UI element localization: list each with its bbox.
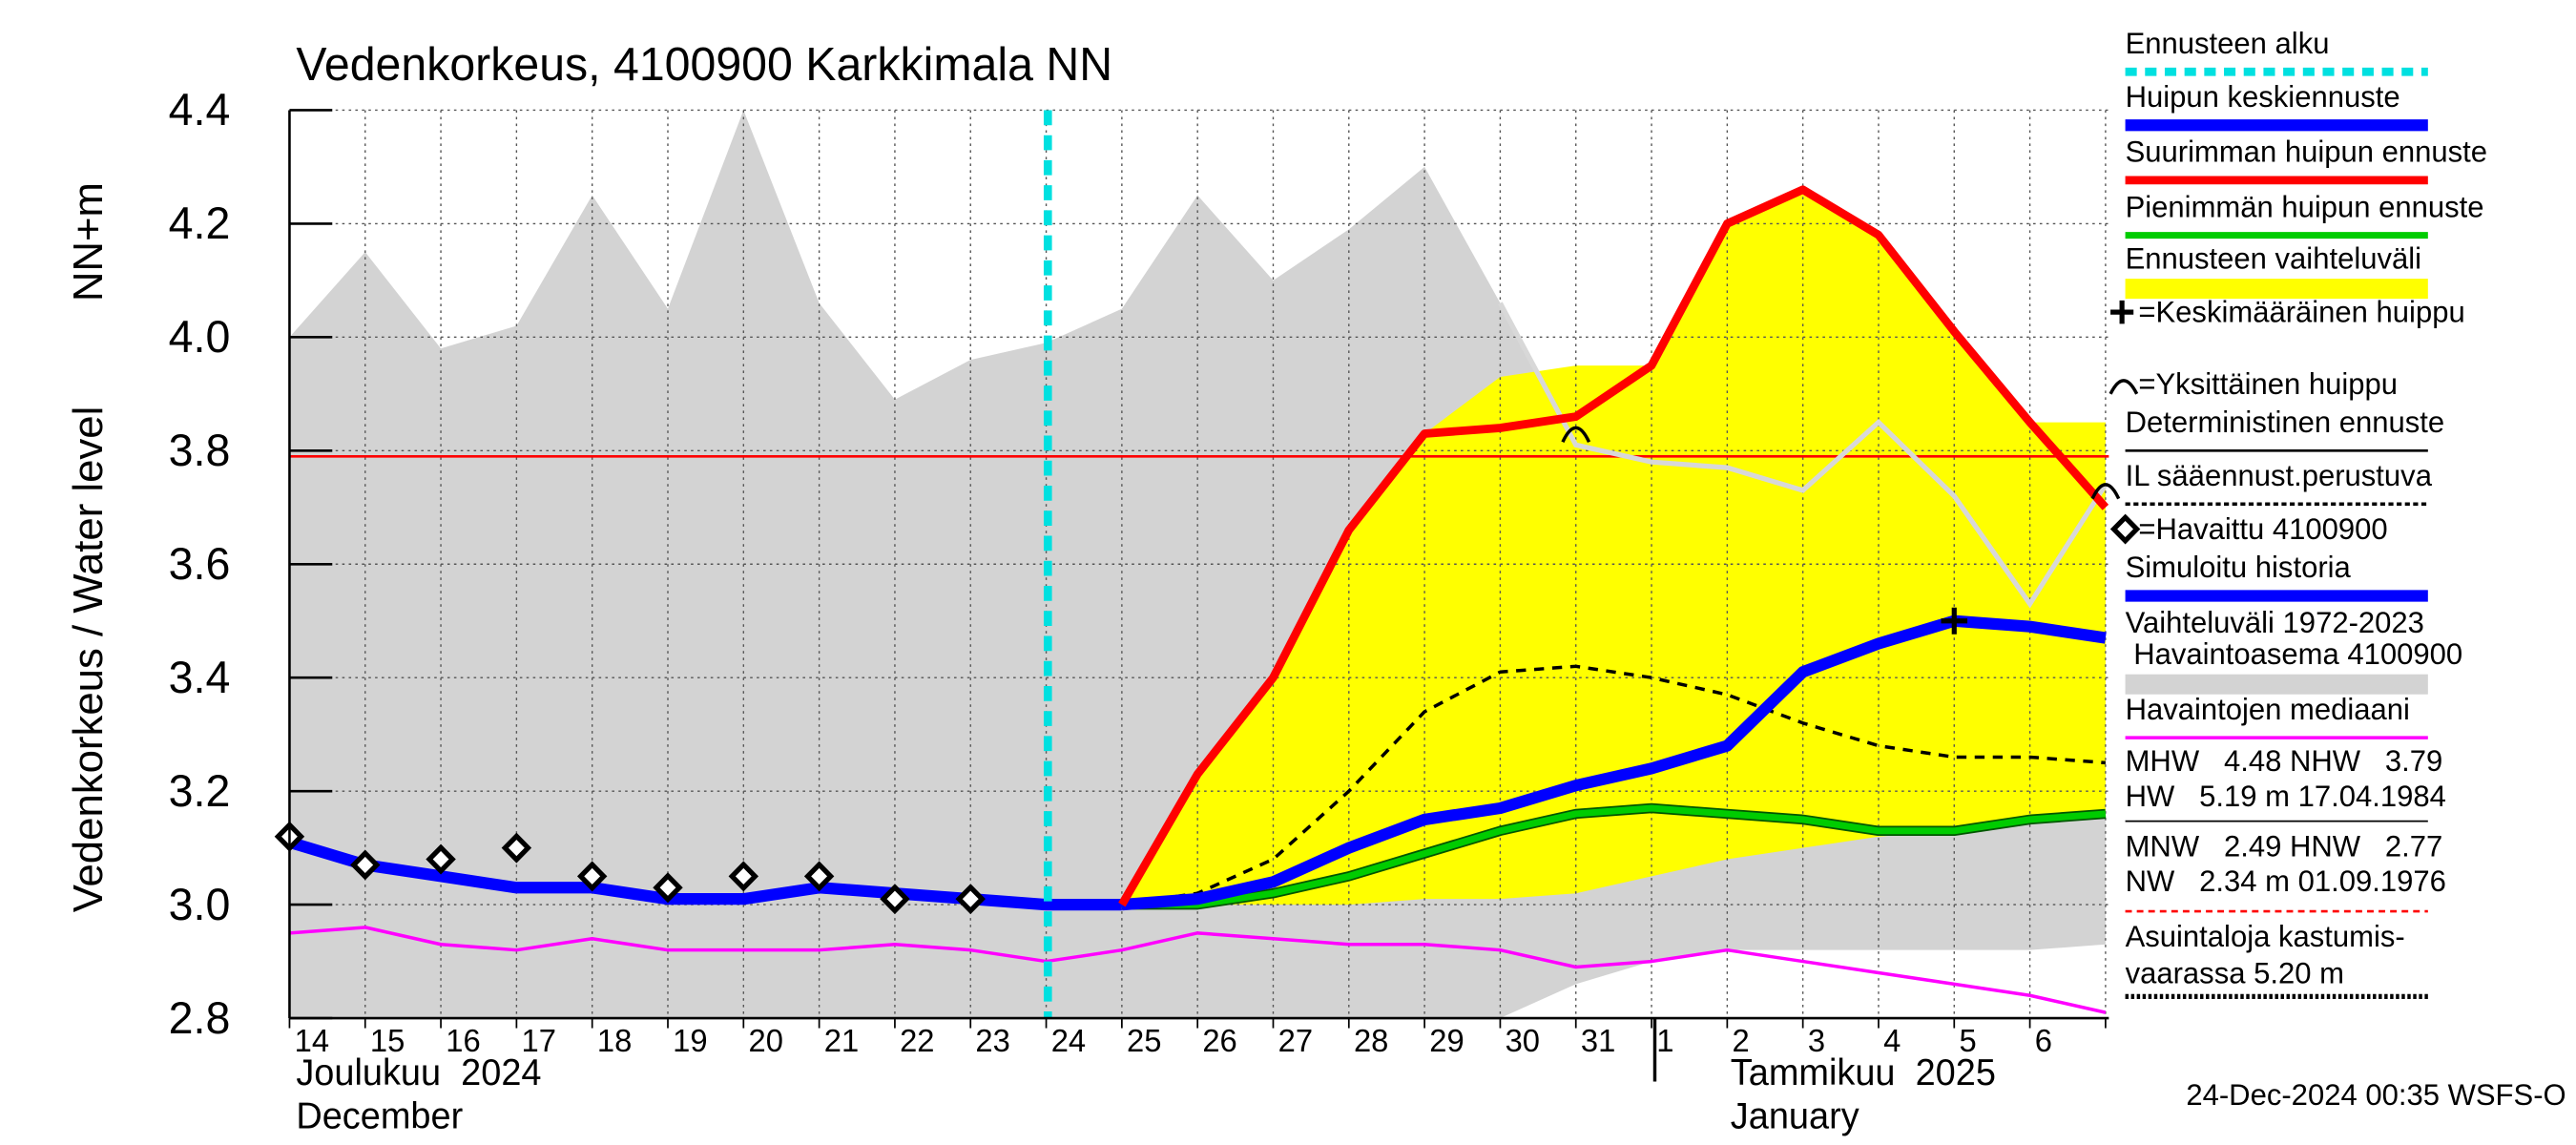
- footer: 24-Dec-2024 00:35 WSFS-O: [2186, 1078, 2566, 1112]
- x-tick-label: 27: [1278, 1023, 1313, 1058]
- month-label: Tammikuu 2025: [1731, 1052, 1996, 1093]
- stat-note: NW 2.34 m 01.09.1976: [2126, 864, 2446, 898]
- x-tick-label: 19: [673, 1023, 707, 1058]
- legend-swatch: [2125, 279, 2428, 300]
- legend-label: Deterministinen ennuste: [2126, 406, 2445, 439]
- legend: Ennusteen alku Huipun keskiennuste Suurimm…: [2109, 27, 2487, 739]
- band-edge: [1498, 302, 2109, 609]
- stat-note: MNW 2.49 HNW 2.77: [2126, 829, 2443, 863]
- series-line: [289, 926, 2107, 1014]
- x-tick-label: 2: [1733, 1023, 1750, 1058]
- legend-label: Ennusteen vaihteluväli: [2126, 241, 2421, 275]
- x-tick-label: 4: [1883, 1023, 1901, 1058]
- series-line: [1121, 614, 2107, 911]
- x-tick-label: 31: [1581, 1023, 1615, 1058]
- legend-swatch: [2109, 513, 2141, 545]
- x-tick-label: 20: [748, 1023, 782, 1058]
- legend-label: =Keskimääräinen huippu: [2138, 295, 2464, 328]
- observed-point: [501, 832, 532, 864]
- series-band: [1121, 189, 2106, 906]
- legend-label: Simuloitu historia: [2126, 551, 2352, 584]
- stat-note: HW 5.19 m 17.04.1984: [2126, 780, 2446, 813]
- observed-point: [576, 861, 608, 892]
- series-line: [1121, 804, 2107, 908]
- x-tick-label: 17: [522, 1023, 556, 1058]
- y-axis-unit: NN+m: [66, 182, 112, 302]
- mean-peak: [1941, 607, 1968, 635]
- stat-note: vaarassa 5.20 m: [2126, 956, 2344, 989]
- legend-label: =Yksittäinen huippu: [2138, 367, 2398, 401]
- x-tick-label: 24: [1051, 1023, 1086, 1058]
- x-tick-label: 28: [1354, 1023, 1388, 1058]
- x-tick-label: 30: [1506, 1023, 1540, 1058]
- legend-label: Havaintoasema 4100900: [2126, 637, 2463, 671]
- y-tick-label: 3.0: [169, 880, 231, 929]
- legend-label: Vaihteluväli 1972-2023: [2126, 606, 2424, 639]
- legend-label: IL sääennust.perustuva: [2126, 459, 2433, 492]
- x-tick-label: 1: [1656, 1023, 1673, 1058]
- legend-label: Havaintojen mediaani: [2126, 693, 2410, 726]
- y-tick-label: 3.6: [169, 539, 231, 589]
- observed-point: [728, 861, 759, 892]
- single-peak: [1561, 426, 1591, 443]
- y-tick-label: 2.8: [169, 992, 231, 1042]
- y-tick-label: 3.2: [169, 766, 231, 816]
- x-tick-label: 6: [2035, 1023, 2052, 1058]
- month-label: January: [1731, 1095, 1860, 1136]
- y-tick-label: 4.2: [169, 198, 231, 248]
- y-tick-label: 3.4: [169, 653, 231, 702]
- marks: [274, 426, 2121, 915]
- observed-point: [880, 884, 910, 915]
- x-tick-label: 21: [824, 1023, 859, 1058]
- y-tick-label: 3.8: [169, 426, 231, 475]
- x-tick-label: 5: [1959, 1023, 1976, 1058]
- x-tick-label: 25: [1127, 1023, 1161, 1058]
- x-tick-label: 3: [1808, 1023, 1825, 1058]
- legend-label: Pienimmän huipun ennuste: [2126, 190, 2484, 223]
- x-tick-label: 16: [446, 1023, 480, 1058]
- observed-point: [350, 849, 381, 881]
- x-tick-label: 15: [370, 1023, 405, 1058]
- series-line: [1118, 185, 2109, 907]
- x-tick-label: 22: [900, 1023, 934, 1058]
- x-tick-label: 18: [597, 1023, 632, 1058]
- observed-point: [955, 884, 986, 915]
- chart-title: Vedenkorkeus, 4100900 Karkkimala NN: [296, 39, 1112, 91]
- legend-label: =Havaittu 4100900: [2138, 512, 2387, 546]
- month-label: December: [296, 1095, 463, 1136]
- observed-point: [803, 861, 835, 892]
- y-tick-label: 4.0: [169, 312, 231, 362]
- legend-label: Huipun keskiennuste: [2126, 80, 2400, 114]
- legend-swatch: [2125, 674, 2428, 695]
- legend-label: Ennusteen alku: [2126, 27, 2330, 60]
- x-tick-label: 23: [975, 1023, 1009, 1058]
- stat-note: Asuintaloja kastumis-: [2126, 920, 2405, 953]
- single-peak: [2090, 483, 2121, 500]
- series-line: [1121, 664, 2107, 906]
- observed-point: [653, 872, 683, 904]
- stat-note: MHW 4.48 NHW 3.79: [2126, 744, 2443, 778]
- observed-point: [426, 843, 456, 875]
- month-label: Joulukuu 2024: [296, 1052, 541, 1093]
- legend-swatch: [2109, 379, 2139, 395]
- x-tick-label: 14: [295, 1023, 329, 1058]
- x-tick-label: 29: [1429, 1023, 1464, 1058]
- legend-swatch: [2110, 300, 2134, 324]
- x-tick-label: 26: [1202, 1023, 1236, 1058]
- y-tick-label: 4.4: [169, 85, 231, 135]
- y-axis-label: Vedenkorkeus / Water level: [66, 406, 112, 913]
- legend-label: Suurimman huipun ennuste: [2126, 135, 2487, 168]
